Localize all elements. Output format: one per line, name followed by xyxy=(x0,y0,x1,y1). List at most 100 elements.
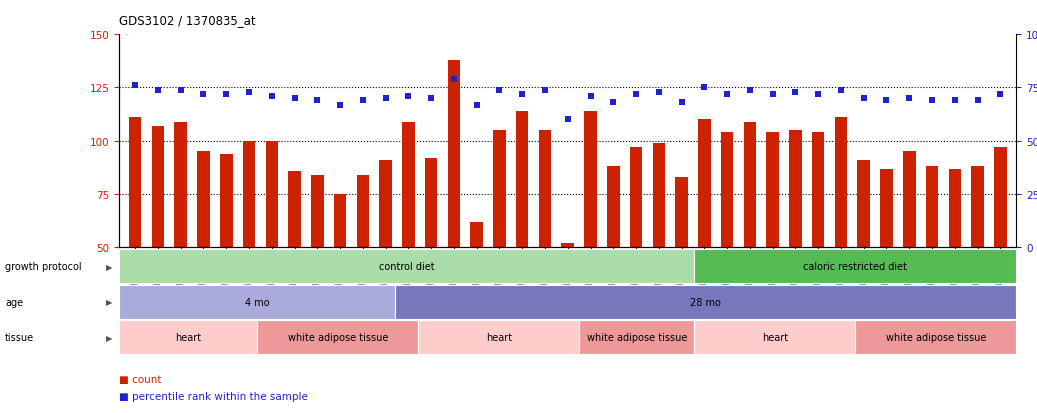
Point xyxy=(514,91,531,98)
Point xyxy=(605,100,621,107)
Bar xyxy=(766,133,779,248)
Text: heart: heart xyxy=(485,332,512,342)
Point xyxy=(332,102,348,109)
Text: age: age xyxy=(5,297,23,307)
Point xyxy=(719,91,735,98)
Bar xyxy=(174,122,187,248)
Point xyxy=(195,91,212,98)
Bar xyxy=(858,161,870,248)
Point xyxy=(149,87,166,94)
Bar xyxy=(629,148,642,248)
Bar xyxy=(561,244,574,248)
Bar xyxy=(903,152,916,248)
Point xyxy=(355,98,371,104)
Bar xyxy=(789,131,802,248)
Bar xyxy=(835,118,847,248)
Bar xyxy=(220,154,232,248)
Bar xyxy=(994,148,1007,248)
Bar xyxy=(694,249,1016,283)
Point xyxy=(992,91,1009,98)
Bar xyxy=(334,195,346,248)
Point xyxy=(582,93,598,100)
Bar xyxy=(357,176,369,248)
Text: 4 mo: 4 mo xyxy=(245,297,270,307)
Bar xyxy=(539,131,552,248)
Bar xyxy=(119,249,694,283)
Bar xyxy=(580,320,694,354)
Bar xyxy=(425,159,438,248)
Bar xyxy=(129,118,141,248)
Point xyxy=(787,89,804,96)
Bar xyxy=(311,176,324,248)
Bar xyxy=(607,167,619,248)
Text: ▶: ▶ xyxy=(106,297,112,306)
Point xyxy=(833,87,849,94)
Point xyxy=(309,98,326,104)
Bar xyxy=(584,112,596,248)
Text: caloric restricted diet: caloric restricted diet xyxy=(804,261,907,271)
Point xyxy=(764,91,781,98)
Bar xyxy=(380,161,392,248)
Bar xyxy=(448,61,460,248)
Point xyxy=(492,87,508,94)
Bar xyxy=(418,320,580,354)
Point xyxy=(537,87,554,94)
Point xyxy=(627,91,644,98)
Text: ▶: ▶ xyxy=(106,262,112,271)
Bar xyxy=(395,285,1016,319)
Bar xyxy=(265,142,278,248)
Text: ■ count: ■ count xyxy=(119,374,162,384)
Point xyxy=(127,83,143,90)
Point xyxy=(741,87,758,94)
Text: growth protocol: growth protocol xyxy=(5,261,82,271)
Point xyxy=(878,98,895,104)
Bar xyxy=(972,167,984,248)
Point xyxy=(673,100,690,107)
Bar xyxy=(721,133,733,248)
Point xyxy=(901,96,918,102)
Point xyxy=(263,93,280,100)
Point xyxy=(241,89,257,96)
Point xyxy=(446,76,463,83)
Bar xyxy=(949,169,961,248)
Point xyxy=(469,102,485,109)
Bar xyxy=(812,133,824,248)
Bar xyxy=(652,144,665,248)
Text: control diet: control diet xyxy=(379,261,435,271)
Point xyxy=(856,96,872,102)
Bar xyxy=(119,285,395,319)
Bar xyxy=(288,171,301,248)
Bar xyxy=(516,112,529,248)
Text: heart: heart xyxy=(762,332,788,342)
Text: white adipose tissue: white adipose tissue xyxy=(587,332,686,342)
Point xyxy=(810,91,826,98)
Bar xyxy=(197,152,209,248)
Text: ▶: ▶ xyxy=(106,333,112,342)
Text: ■ percentile rank within the sample: ■ percentile rank within the sample xyxy=(119,391,308,401)
Text: heart: heart xyxy=(175,332,201,342)
Point xyxy=(286,96,303,102)
Point xyxy=(172,87,189,94)
Bar xyxy=(494,131,506,248)
Point xyxy=(218,91,234,98)
Text: white adipose tissue: white adipose tissue xyxy=(287,332,388,342)
Text: tissue: tissue xyxy=(5,332,34,342)
Bar xyxy=(698,120,710,248)
Bar xyxy=(257,320,418,354)
Point xyxy=(970,98,986,104)
Point xyxy=(377,96,394,102)
Text: white adipose tissue: white adipose tissue xyxy=(886,332,986,342)
Point xyxy=(947,98,963,104)
Point xyxy=(423,96,440,102)
Bar xyxy=(402,122,415,248)
Bar xyxy=(744,122,756,248)
Point xyxy=(650,89,667,96)
Bar xyxy=(926,167,938,248)
Point xyxy=(400,93,417,100)
Bar xyxy=(880,169,893,248)
Point xyxy=(924,98,941,104)
Bar xyxy=(471,222,483,248)
Bar xyxy=(694,320,856,354)
Bar xyxy=(243,142,255,248)
Bar xyxy=(856,320,1016,354)
